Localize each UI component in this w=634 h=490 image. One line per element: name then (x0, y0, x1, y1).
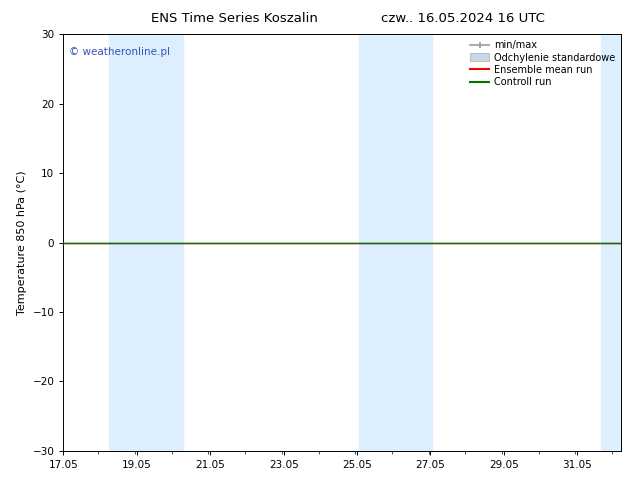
Text: © weatheronline.pl: © weatheronline.pl (69, 47, 170, 57)
Text: czw.. 16.05.2024 16 UTC: czw.. 16.05.2024 16 UTC (381, 12, 545, 25)
Text: ENS Time Series Koszalin: ENS Time Series Koszalin (151, 12, 318, 25)
Bar (109, 34, 183, 451)
Y-axis label: Temperature 850 hPa (°C): Temperature 850 hPa (°C) (17, 170, 27, 315)
Bar (359, 34, 432, 451)
Legend: min/max, Odchylenie standardowe, Ensemble mean run, Controll run: min/max, Odchylenie standardowe, Ensembl… (467, 37, 618, 90)
Bar (601, 34, 621, 451)
